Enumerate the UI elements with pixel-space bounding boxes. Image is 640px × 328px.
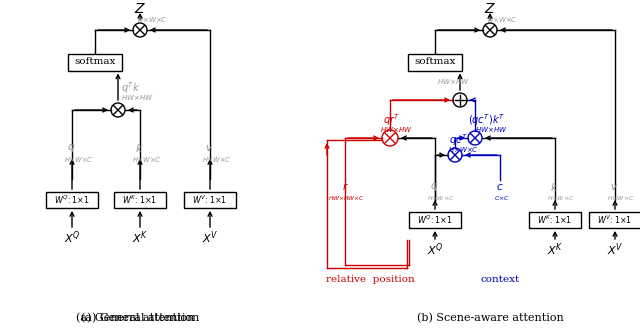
Text: softmax: softmax [414, 57, 456, 67]
Text: $X^V$: $X^V$ [202, 230, 218, 246]
Text: $X^Q$: $X^Q$ [427, 242, 444, 258]
Text: $X^K$: $X^K$ [132, 230, 148, 246]
Text: $X^K$: $X^K$ [547, 242, 563, 258]
FancyBboxPatch shape [589, 212, 640, 228]
Text: $q$: $q$ [430, 181, 438, 193]
Text: $qc^T$: $qc^T$ [449, 132, 467, 148]
Text: $H{\times}W{\times}C$: $H{\times}W{\times}C$ [607, 194, 635, 202]
Text: $H{\times}W{\times}C$: $H{\times}W{\times}C$ [132, 154, 162, 163]
Text: $HW{\times}HW$: $HW{\times}HW$ [475, 126, 508, 134]
FancyBboxPatch shape [184, 192, 236, 208]
Text: relative  position: relative position [326, 276, 414, 284]
Text: $HW{\times}HW{\times}C$: $HW{\times}HW{\times}C$ [328, 194, 365, 202]
Text: $H{\times}W{\times}C$: $H{\times}W{\times}C$ [547, 194, 575, 202]
FancyBboxPatch shape [114, 192, 166, 208]
Text: (b) Scene-aware attention: (b) Scene-aware attention [417, 313, 563, 323]
Text: $W^K\!:1{\times}1$: $W^K\!:1{\times}1$ [122, 194, 157, 206]
FancyBboxPatch shape [529, 212, 581, 228]
Text: $W^V\!:1{\times}1$: $W^V\!:1{\times}1$ [193, 194, 228, 206]
Text: softmax: softmax [74, 57, 116, 67]
Text: $H{\times}W{\times}C$: $H{\times}W{\times}C$ [447, 146, 478, 154]
Text: $X^V$: $X^V$ [607, 242, 623, 258]
Text: $W^K\!:1{\times}1$: $W^K\!:1{\times}1$ [538, 214, 573, 226]
Text: $W^Q\!:1{\times}1$: $W^Q\!:1{\times}1$ [54, 194, 90, 206]
Text: context: context [481, 276, 520, 284]
Text: $qr^T$: $qr^T$ [383, 112, 401, 128]
Text: $HW{\times}HW$: $HW{\times}HW$ [436, 77, 469, 87]
Text: $W^Q\!:1{\times}1$: $W^Q\!:1{\times}1$ [417, 214, 453, 226]
Text: $C{\times}C$: $C{\times}C$ [494, 194, 510, 202]
Text: $H{\times}W{\times}C$: $H{\times}W{\times}C$ [486, 15, 517, 25]
Text: $HW{\times}HW$: $HW{\times}HW$ [121, 93, 154, 102]
Text: $H{\times}W{\times}C$: $H{\times}W{\times}C$ [202, 154, 232, 163]
FancyBboxPatch shape [408, 53, 462, 71]
Text: $q$: $q$ [67, 142, 75, 154]
Text: $k$: $k$ [135, 142, 143, 154]
Text: $W^V\!:1{\times}1$: $W^V\!:1{\times}1$ [597, 214, 633, 226]
Text: $v$: $v$ [610, 182, 618, 192]
FancyBboxPatch shape [409, 212, 461, 228]
Text: $H{\times}W{\times}C$: $H{\times}W{\times}C$ [65, 154, 93, 163]
Text: $H{\times}W{\times}C$: $H{\times}W{\times}C$ [427, 194, 455, 202]
Text: $Z$: $Z$ [484, 2, 496, 16]
Text: $q^Tk$: $q^Tk$ [121, 80, 140, 96]
Text: $HW{\times}HW$: $HW{\times}HW$ [380, 126, 412, 134]
Text: $H{\times}W{\times}C$: $H{\times}W{\times}C$ [136, 15, 168, 25]
Text: $(qc^T)k^T$: $(qc^T)k^T$ [468, 112, 506, 128]
Text: (a) General attention: (a) General attention [81, 313, 199, 323]
FancyBboxPatch shape [46, 192, 98, 208]
Text: $c$: $c$ [496, 182, 504, 192]
Text: $r$: $r$ [342, 181, 348, 193]
Text: $Z$: $Z$ [134, 2, 146, 16]
Text: (a) General attention: (a) General attention [76, 313, 194, 323]
Text: $k$: $k$ [550, 181, 558, 193]
FancyBboxPatch shape [68, 53, 122, 71]
Text: $X^Q$: $X^Q$ [63, 230, 81, 246]
Text: $v$: $v$ [205, 143, 213, 153]
